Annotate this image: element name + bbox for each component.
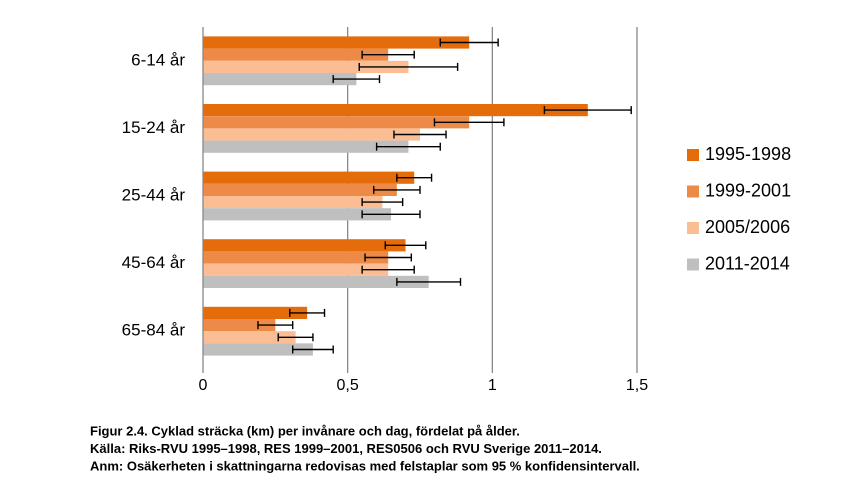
error-bar [364, 253, 413, 262]
error-bar [257, 321, 294, 330]
error-bar [361, 198, 404, 207]
bar [203, 331, 296, 344]
bar [203, 196, 383, 209]
caption: Figur 2.4. Cyklad sträcka (km) per invån… [90, 423, 520, 438]
error-bar [358, 62, 459, 71]
bar [203, 48, 389, 61]
error-bar [543, 106, 632, 115]
x-tick-label: 1 [488, 377, 497, 394]
x-tick-label: 1,5 [626, 377, 648, 394]
legend-label: 1999-2001 [705, 180, 791, 200]
y-tick-label: 6-14 år [131, 50, 185, 69]
legend-swatch [687, 258, 699, 271]
error-bar [291, 345, 334, 354]
bar [203, 36, 470, 49]
error-bar [375, 142, 441, 151]
bar [203, 251, 389, 264]
bar [203, 116, 470, 129]
legend-swatch [687, 149, 699, 161]
bar [203, 306, 308, 319]
error-bar [361, 210, 421, 219]
bar [203, 343, 313, 356]
bar [203, 183, 397, 196]
legend-swatch [687, 185, 699, 198]
error-bar [384, 241, 427, 250]
bar [203, 60, 409, 73]
error-bar [396, 173, 433, 182]
bar [203, 319, 276, 332]
legend-label: 2005/2006 [705, 217, 790, 237]
legend-label: 2011-2014 [705, 253, 790, 273]
error-bar [373, 185, 421, 194]
legend-swatch [687, 222, 699, 234]
legend-label: 1995-1998 [705, 144, 791, 164]
y-tick-label: 65-84 år [122, 321, 186, 340]
y-tick-label: 15-24 år [122, 118, 186, 137]
error-bar [433, 118, 505, 127]
error-bar [332, 75, 381, 84]
bar [203, 171, 415, 184]
bar [203, 275, 429, 288]
x-tick-label: 0,5 [337, 377, 359, 394]
bar [203, 239, 406, 252]
caption: Källa: Riks-RVU 1995–1998, RES 1999–2001… [90, 441, 602, 456]
bar [203, 104, 588, 117]
y-tick-label: 45-64 år [122, 253, 186, 272]
bar [203, 140, 409, 153]
error-bar [361, 265, 415, 274]
error-bar [393, 130, 447, 139]
error-bar [396, 277, 462, 286]
error-bar [439, 38, 499, 47]
bar [203, 208, 392, 221]
bar [203, 128, 420, 141]
bar [203, 263, 389, 276]
error-bar [289, 308, 326, 317]
error-bar [361, 50, 415, 59]
y-tick-label: 25-44 år [122, 185, 186, 204]
bar [203, 73, 357, 86]
x-tick-label: 0 [199, 377, 208, 394]
caption: Anm: Osäkerheten i skattningarna redovis… [90, 458, 640, 473]
error-bar [277, 333, 314, 342]
